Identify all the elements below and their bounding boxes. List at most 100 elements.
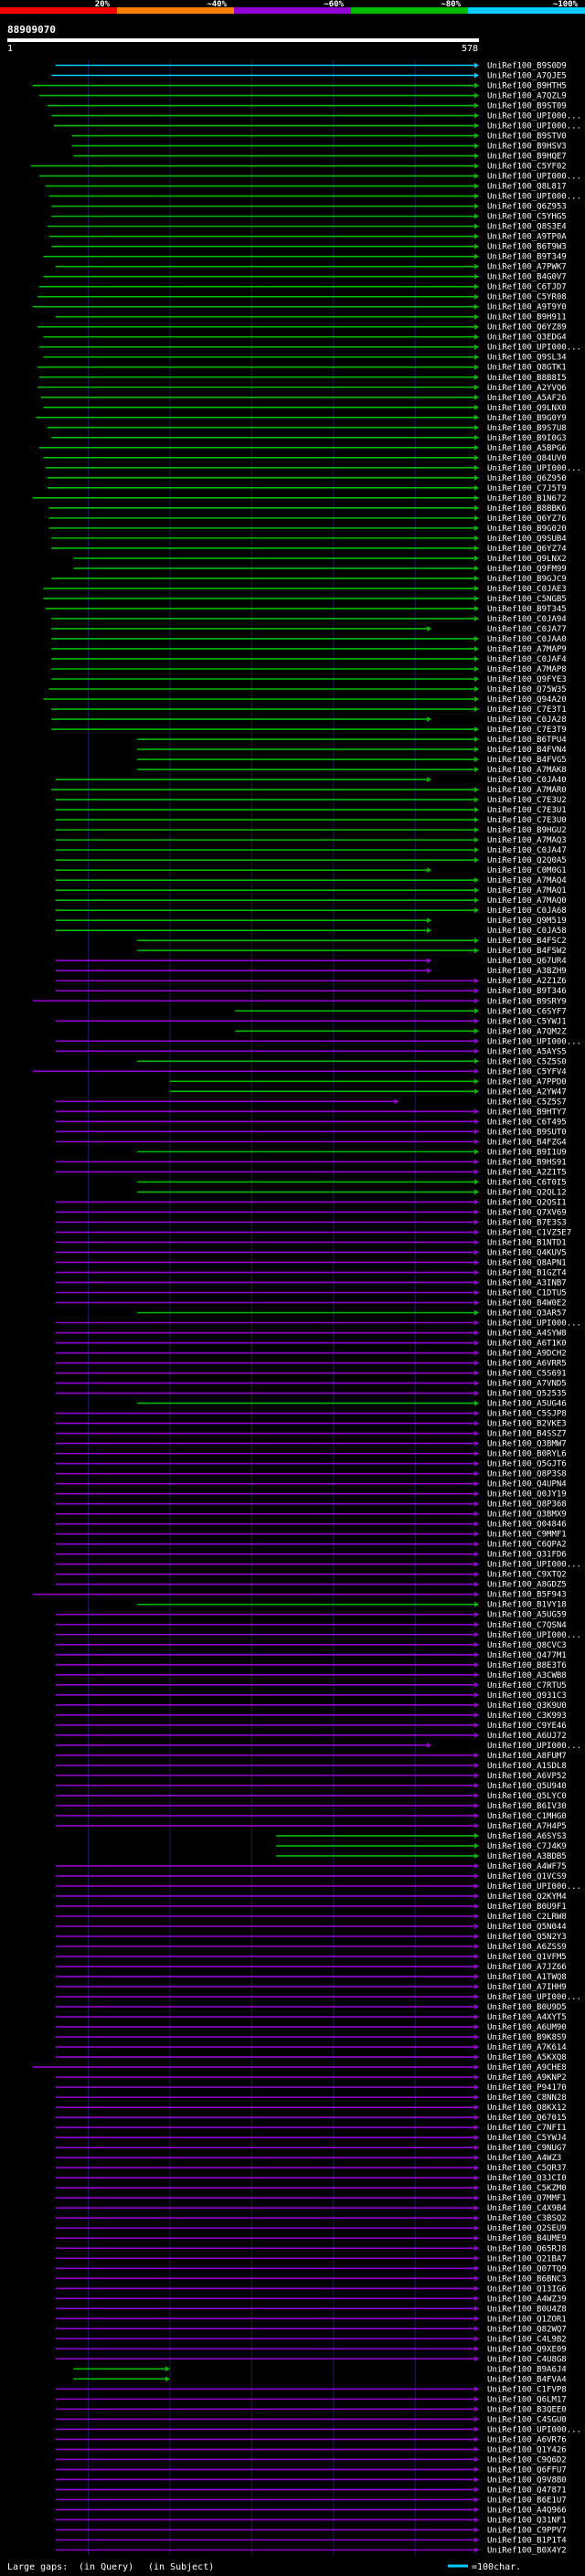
hit-row[interactable]: UniRef100_Q8L817 xyxy=(46,183,567,192)
hit-row[interactable]: UniRef100_B8E3T6 xyxy=(55,1661,567,1670)
hit-row[interactable]: UniRef100_UPI000... xyxy=(55,1993,581,2002)
hit-row[interactable]: UniRef100_UPI000... xyxy=(55,1037,581,1046)
hit-label[interactable]: UniRef100_Q8KX12 xyxy=(487,2104,567,2113)
hit-row[interactable]: UniRef100_B1NTD1 xyxy=(55,1238,567,1247)
hit-label[interactable]: UniRef100_Q94A20 xyxy=(487,695,567,705)
hit-label[interactable]: UniRef100_C9Q6D2 xyxy=(487,2455,567,2465)
hit-row[interactable]: UniRef100_A7PPD0 xyxy=(169,1077,567,1087)
hit-row[interactable]: UniRef100_A5UG46 xyxy=(137,1400,567,1409)
hit-label[interactable]: UniRef100_C3BSQ2 xyxy=(487,2214,567,2223)
hit-label[interactable]: UniRef100_A3BDB5 xyxy=(487,1852,567,1861)
hit-label[interactable]: UniRef100_B9HGU2 xyxy=(487,826,567,835)
hit-row[interactable]: UniRef100_C4L9B2 xyxy=(55,2335,567,2344)
hit-row[interactable]: UniRef100_Q1ZOR1 xyxy=(55,2315,567,2324)
hit-row[interactable]: UniRef100_B9I1U9 xyxy=(137,1148,567,1157)
hit-row[interactable]: UniRef100_B8B8I5 xyxy=(38,374,567,383)
hit-label[interactable]: UniRef100_A5BPG6 xyxy=(487,444,567,453)
hit-row[interactable]: UniRef100_A4SYW8 xyxy=(55,1330,567,1339)
hit-label[interactable]: UniRef100_C5Z5S7 xyxy=(487,1097,567,1107)
hit-row[interactable]: UniRef100_B9STV0 xyxy=(71,133,567,142)
hit-row[interactable]: UniRef100_C9XTQ2 xyxy=(55,1571,567,1580)
hit-row[interactable]: UniRef100_Q67UR4 xyxy=(55,957,567,966)
hit-row[interactable]: UniRef100_Q5N2Y3 xyxy=(55,1933,567,1942)
hit-row[interactable]: UniRef100_A9TP0A xyxy=(48,233,568,242)
hit-row[interactable]: UniRef100_Q6YZ89 xyxy=(37,323,567,333)
hit-label[interactable]: UniRef100_B9HTH5 xyxy=(487,82,567,91)
hit-row[interactable]: UniRef100_C9MMF1 xyxy=(55,1531,567,1540)
hit-label[interactable]: UniRef100_Q0JY19 xyxy=(487,1490,567,1500)
hit-row[interactable]: UniRef100_Q47871 xyxy=(55,2486,567,2495)
hit-row[interactable]: UniRef100_Q6YZ76 xyxy=(48,514,567,524)
hit-label[interactable]: UniRef100_Q9LNX0 xyxy=(487,404,567,413)
hit-row[interactable]: UniRef100_Q9SUB4 xyxy=(51,535,567,544)
hit-label[interactable]: UniRef100_A7H4P5 xyxy=(487,1822,567,1831)
hit-row[interactable]: UniRef100_C1VZ5E7 xyxy=(55,1228,571,1237)
hit-label[interactable]: UniRef100_Q2QL12 xyxy=(487,1188,567,1197)
hit-row[interactable]: UniRef100_A6T1K0 xyxy=(55,1340,567,1349)
hit-label[interactable]: UniRef100_C7E3T1 xyxy=(487,705,567,715)
hit-row[interactable]: UniRef100_A9T9Y0 xyxy=(32,303,567,313)
hit-label[interactable]: UniRef100_Q6YZ89 xyxy=(487,323,567,333)
hit-row[interactable]: UniRef100_Q8GTK1 xyxy=(37,364,567,373)
hit-row[interactable]: UniRef100_Q9FM99 xyxy=(73,565,567,574)
hit-row[interactable]: UniRef100_B4FZG4 xyxy=(55,1138,567,1147)
hit-row[interactable]: UniRef100_B2VKE3 xyxy=(55,1420,567,1429)
hit-label[interactable]: UniRef100_A4XYT5 xyxy=(487,2013,567,2022)
hit-label[interactable]: UniRef100_C6T0I5 xyxy=(487,1178,567,1187)
hit-label[interactable]: UniRef100_B9SUT0 xyxy=(487,1128,567,1137)
hit-row[interactable]: UniRef100_C2LRW8 xyxy=(55,1913,567,1922)
hit-label[interactable]: UniRef100_A7MAK8 xyxy=(487,766,567,775)
hit-row[interactable]: UniRef100_Q9SL34 xyxy=(43,354,567,363)
hit-label[interactable]: UniRef100_C4U8G8 xyxy=(487,2355,567,2364)
hit-row[interactable]: UniRef100_Q9V8B0 xyxy=(55,2475,567,2485)
hit-row[interactable]: UniRef100_Q2QL12 xyxy=(137,1188,567,1197)
hit-label[interactable]: UniRef100_A9DCH2 xyxy=(487,1350,567,1359)
hit-label[interactable]: UniRef100_C5Z5S0 xyxy=(487,1057,567,1066)
hit-row[interactable]: UniRef100_B9K8S9 xyxy=(55,2033,567,2042)
hit-label[interactable]: UniRef100_C9MMF1 xyxy=(487,1531,567,1540)
hit-row[interactable]: UniRef100_B6BNC3 xyxy=(55,2274,567,2284)
hit-row[interactable]: UniRef100_A8FUM7 xyxy=(55,1752,567,1761)
hit-row[interactable]: UniRef100_C1DTU5 xyxy=(55,1288,567,1298)
hit-label[interactable]: UniRef100_B9HSV3 xyxy=(487,143,567,152)
hit-label[interactable]: UniRef100_B9HTY7 xyxy=(487,1108,567,1117)
hit-label[interactable]: UniRef100_B4FZG4 xyxy=(487,1138,567,1147)
hit-label[interactable]: UniRef100_A6UJ72 xyxy=(487,1732,567,1741)
hit-row[interactable]: UniRef100_Q5N044 xyxy=(55,1923,567,1932)
hit-row[interactable]: UniRef100_A7PWK7 xyxy=(55,263,567,272)
hit-label[interactable]: UniRef100_B8B8I5 xyxy=(487,374,567,383)
hit-label[interactable]: UniRef100_Q1ZOR1 xyxy=(487,2315,567,2324)
hit-label[interactable]: UniRef100_B7E3S3 xyxy=(487,1218,567,1227)
hit-label[interactable]: UniRef100_B6E1U7 xyxy=(487,2496,567,2505)
hit-label[interactable]: UniRef100_B2VKE3 xyxy=(487,1420,567,1429)
hit-row[interactable]: UniRef100_C5YWJ1 xyxy=(55,1017,567,1026)
hit-row[interactable]: UniRef100_Q3K9U0 xyxy=(55,1701,567,1711)
hit-row[interactable]: UniRef100_Q84UV0 xyxy=(43,454,567,463)
hit-row[interactable]: UniRef100_Q6YZ74 xyxy=(51,545,567,554)
hit-row[interactable]: UniRef100_A4WF75 xyxy=(55,1862,567,1871)
hit-row[interactable]: UniRef100_Q1VFM5 xyxy=(55,1953,567,1962)
hit-row[interactable]: UniRef100_Q6LM17 xyxy=(55,2395,567,2404)
hit-label[interactable]: UniRef100_C9YE46 xyxy=(487,1722,567,1731)
hit-label[interactable]: UniRef100_A8FUM7 xyxy=(487,1752,567,1761)
hit-row[interactable]: UniRef100_UPI000... xyxy=(53,122,581,132)
hit-row[interactable]: UniRef100_C1MHG0 xyxy=(55,1812,567,1821)
hit-row[interactable]: UniRef100_C3K993 xyxy=(55,1712,567,1721)
hit-row[interactable]: UniRef100_B0RYL6 xyxy=(55,1450,567,1459)
hit-label[interactable]: UniRef100_B6TPU4 xyxy=(487,736,567,745)
hit-label[interactable]: UniRef100_C7E3U0 xyxy=(487,816,567,825)
hit-label[interactable]: UniRef100_A5UG59 xyxy=(487,1611,567,1620)
hit-row[interactable]: UniRef100_A7QM2Z xyxy=(235,1027,568,1036)
hit-row[interactable]: UniRef100_A7MAP8 xyxy=(51,665,567,674)
hit-row[interactable]: UniRef100_A7MAP9 xyxy=(51,645,567,654)
hit-row[interactable]: UniRef100_C0JA47 xyxy=(55,846,567,855)
hit-label[interactable]: UniRef100_Q9V8B0 xyxy=(487,2475,567,2485)
hit-row[interactable]: UniRef100_B9I0G3 xyxy=(51,434,567,443)
hit-row[interactable]: UniRef100_C7RTU5 xyxy=(55,1681,567,1691)
hit-row[interactable]: UniRef100_A5UG59 xyxy=(55,1611,567,1620)
hit-row[interactable]: UniRef100_B1VY18 xyxy=(137,1601,567,1610)
hit-row[interactable]: UniRef100_Q8S3E4 xyxy=(47,223,567,232)
hit-row[interactable]: UniRef100_Q8CVC3 xyxy=(55,1641,567,1650)
hit-row[interactable]: UniRef100_C9PPV7 xyxy=(55,2526,567,2535)
hit-row[interactable]: UniRef100_B9G020 xyxy=(48,525,567,534)
